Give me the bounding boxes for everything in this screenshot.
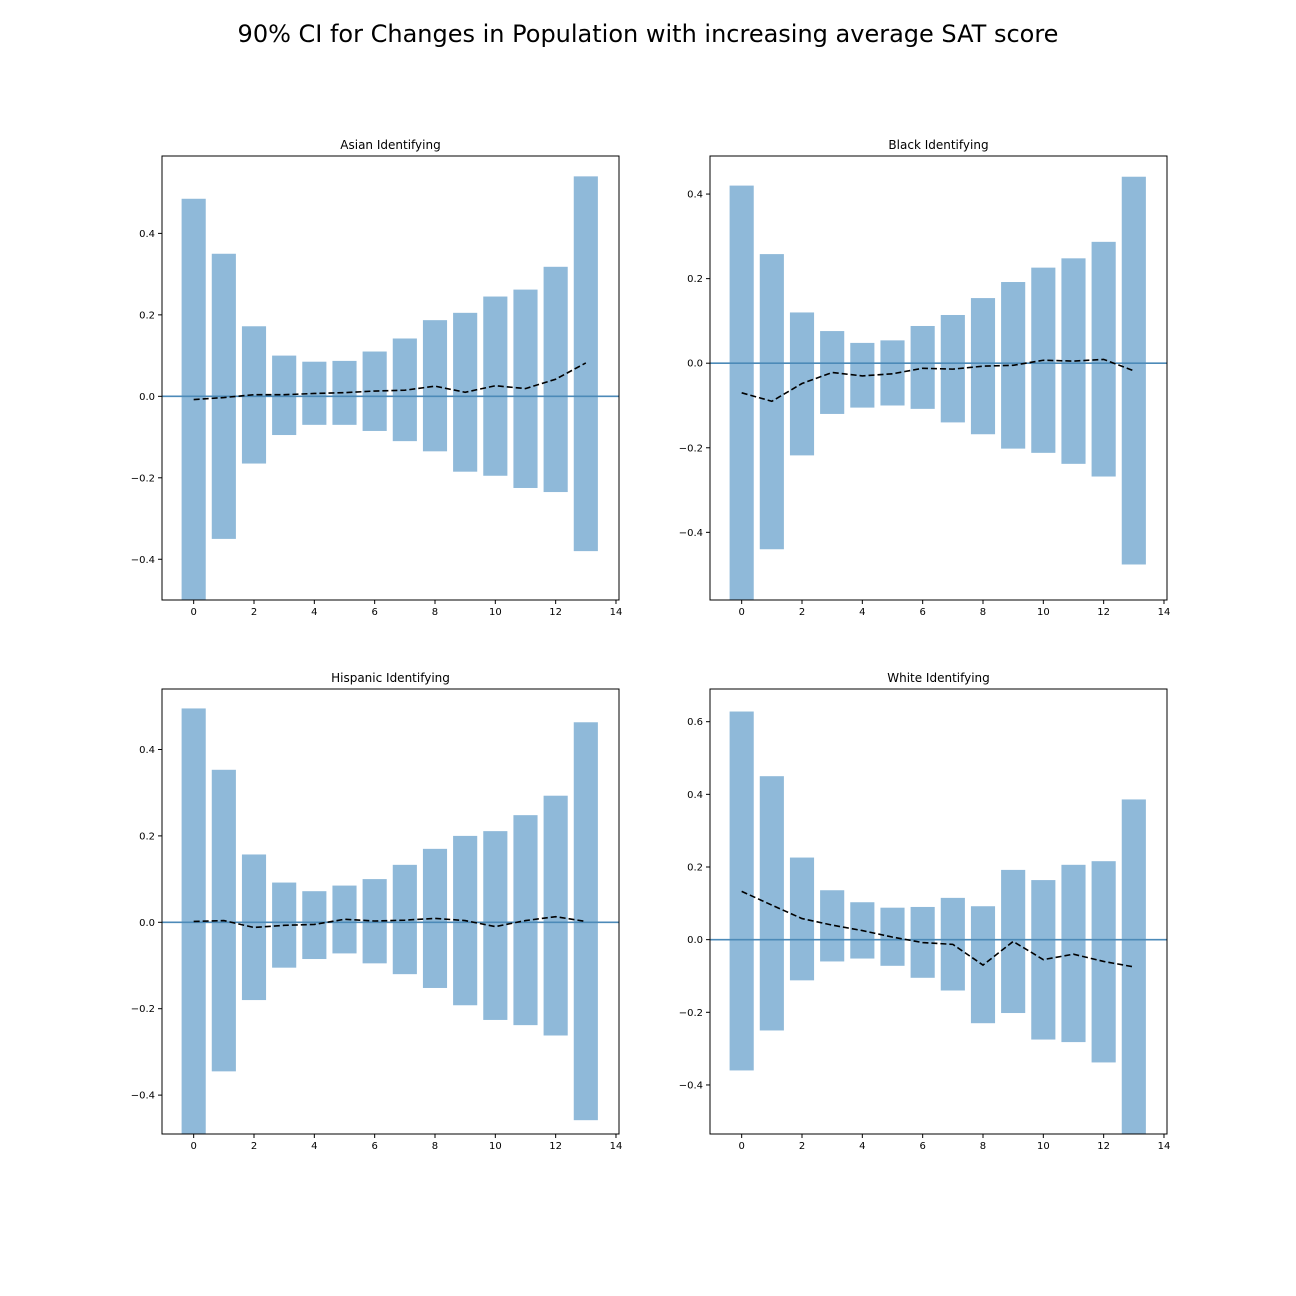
y-tick-label: 0.2 bbox=[139, 310, 155, 321]
ci-bar bbox=[1121, 176, 1146, 565]
axes-frame bbox=[161, 155, 620, 601]
y-tick-label: −0.4 bbox=[679, 1080, 703, 1091]
x-tick-label: 0 bbox=[738, 1141, 744, 1152]
ci-bar bbox=[483, 831, 508, 1020]
y-tick-label: 0.4 bbox=[139, 745, 155, 756]
y-tick-label: 0.4 bbox=[687, 790, 703, 801]
y-tick-label: 0.0 bbox=[687, 359, 703, 370]
ci-bar bbox=[820, 890, 845, 962]
subplot-title: Black Identifying bbox=[888, 138, 988, 152]
ci-bar bbox=[1121, 799, 1146, 1134]
x-tick-label: 4 bbox=[859, 607, 865, 618]
y-tick-label: 0.2 bbox=[687, 274, 703, 285]
y-tick-label: 0.2 bbox=[139, 831, 155, 842]
x-tick-label: 14 bbox=[1158, 1141, 1171, 1152]
ci-bar bbox=[1061, 258, 1086, 464]
subplot-white: 0 2 4 6 8 10 12 14 −0.4 −0.2 0.0 0.2 0.4 0.6 White Ide… bbox=[679, 671, 1171, 1152]
ci-bar bbox=[970, 298, 996, 435]
ci-bar bbox=[729, 711, 754, 1071]
y-tick-label: 0.4 bbox=[139, 229, 155, 240]
x-tick-label: 8 bbox=[980, 607, 986, 618]
x-tick-label: 0 bbox=[190, 607, 196, 618]
x-tick-label: 2 bbox=[799, 1141, 805, 1152]
ci-bar bbox=[1001, 869, 1026, 1014]
plot-area bbox=[710, 176, 1167, 600]
x-tick-label: 4 bbox=[311, 607, 317, 618]
x-tick-label: 12 bbox=[549, 607, 562, 618]
subplot-title: Hispanic Identifying bbox=[331, 671, 450, 685]
x-tick-label: 6 bbox=[919, 1141, 925, 1152]
mean-line bbox=[193, 362, 587, 401]
ci-bar bbox=[422, 320, 448, 452]
x-tick-label: 10 bbox=[489, 1141, 502, 1152]
x-tick-label: 0 bbox=[190, 1141, 196, 1152]
subplot-title: White Identifying bbox=[887, 671, 990, 685]
y-tick-label: 0.0 bbox=[687, 935, 703, 946]
ci-bar bbox=[759, 776, 784, 1031]
x-tick-label: 14 bbox=[610, 607, 623, 618]
ci-bar bbox=[573, 722, 598, 1121]
axes-frame bbox=[709, 155, 1168, 601]
ci-bar bbox=[332, 885, 357, 954]
y-tick-label: −0.2 bbox=[679, 1008, 703, 1019]
mean-line bbox=[193, 915, 586, 929]
x-tick-label: 8 bbox=[432, 607, 438, 618]
x-tick-label: 10 bbox=[1037, 607, 1050, 618]
x-tick-label: 6 bbox=[371, 1141, 377, 1152]
plot-area bbox=[162, 176, 619, 600]
mean-line bbox=[741, 890, 1134, 968]
subplot-black: 0 2 4 6 8 10 12 14 −0.4 −0.2 0.0 0.2 0.4 Black Identi… bbox=[679, 138, 1171, 618]
y-tick-label: 0.0 bbox=[139, 918, 155, 929]
x-tick-label: 2 bbox=[799, 607, 805, 618]
y-tick-label: 0.0 bbox=[139, 392, 155, 403]
x-tick-label: 12 bbox=[1097, 607, 1110, 618]
x-tick-label: 12 bbox=[1097, 1141, 1110, 1152]
x-tick-label: 6 bbox=[371, 607, 377, 618]
y-tick-label: −0.4 bbox=[131, 555, 155, 566]
x-tick-label: 6 bbox=[919, 607, 925, 618]
plot-area bbox=[162, 708, 619, 1134]
y-tick-label: −0.2 bbox=[131, 1004, 155, 1015]
axes-frame bbox=[161, 688, 620, 1135]
y-tick-label: −0.4 bbox=[679, 528, 703, 539]
subplot-title: Asian Identifying bbox=[340, 138, 440, 152]
figure-title: 90% CI for Changes in Population with in… bbox=[237, 20, 1059, 48]
x-tick-label: 2 bbox=[251, 1141, 257, 1152]
y-tick-label: −0.4 bbox=[131, 1091, 155, 1102]
x-tick-label: 8 bbox=[432, 1141, 438, 1152]
x-tick-label: 10 bbox=[489, 607, 502, 618]
x-tick-label: 14 bbox=[610, 1141, 623, 1152]
y-tick-label: −0.2 bbox=[131, 473, 155, 484]
subplot-hispanic: 0 2 4 6 8 10 12 14 −0.4 −0.2 0.0 0.2 0.4 Hispanic Ide… bbox=[131, 671, 623, 1152]
x-tick-label: 4 bbox=[311, 1141, 317, 1152]
subplot-asian: 0 2 4 6 8 10 12 14 −0.4 −0.2 0.0 0.2 0.4 Asian Identi… bbox=[131, 138, 623, 618]
x-tick-label: 8 bbox=[980, 1141, 986, 1152]
mean-line bbox=[741, 358, 1135, 403]
y-tick-label: 0.2 bbox=[687, 863, 703, 874]
y-tick-label: 0.4 bbox=[687, 190, 703, 201]
axes-frame bbox=[709, 688, 1168, 1135]
y-tick-label: 0.6 bbox=[687, 717, 703, 728]
x-tick-label: 10 bbox=[1037, 1141, 1050, 1152]
ci-bar bbox=[332, 360, 357, 425]
ci-bar bbox=[543, 795, 568, 1036]
x-tick-label: 14 bbox=[1158, 607, 1171, 618]
x-tick-label: 2 bbox=[251, 607, 257, 618]
x-tick-label: 0 bbox=[738, 607, 744, 618]
y-tick-label: −0.2 bbox=[679, 443, 703, 454]
ci-bar bbox=[820, 331, 845, 414]
x-tick-label: 12 bbox=[549, 1141, 562, 1152]
x-tick-label: 4 bbox=[859, 1141, 865, 1152]
ci-bar bbox=[910, 325, 935, 409]
ci-bar bbox=[241, 854, 267, 1001]
plot-area bbox=[710, 711, 1167, 1134]
